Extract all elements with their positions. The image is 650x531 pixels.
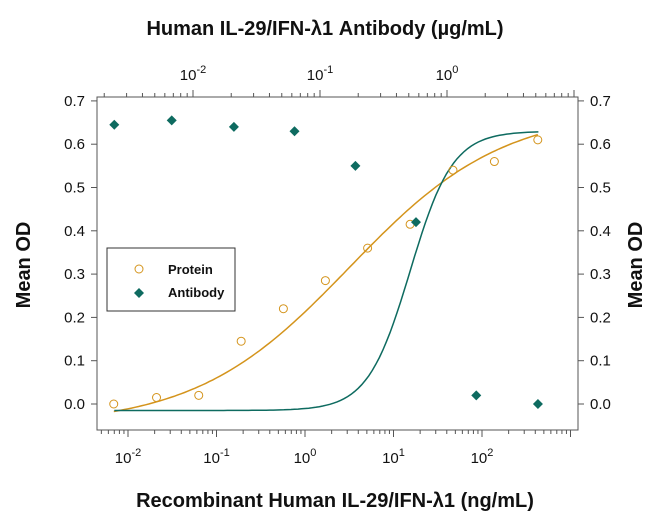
- y-tick-label-right: 0.5: [590, 180, 611, 197]
- protein-point: [320, 276, 330, 286]
- antibody-point: [228, 121, 239, 132]
- y-axis-label: Mean OD: [13, 222, 35, 309]
- legend: Protein Antibody: [106, 247, 236, 312]
- y-tick-label-right: 0.6: [590, 136, 611, 153]
- y-tick-label-left: 0.5: [64, 180, 85, 197]
- x-tick-label-bottom: 100: [294, 447, 317, 467]
- x-tick-label-top: 10-1: [307, 64, 333, 84]
- plot-frame: [96, 96, 579, 431]
- y-tick-label-left: 0.3: [64, 266, 85, 283]
- protein-point: [363, 243, 373, 253]
- y-tick-label-left: 0.2: [64, 309, 85, 326]
- antibody-point: [532, 399, 543, 409]
- antibody-point: [410, 217, 421, 228]
- y-tick-label-right: 0.7: [590, 93, 611, 110]
- y-tick-label-left: 0.1: [64, 353, 85, 370]
- antibody-point: [109, 119, 120, 130]
- y-tick-label-left: 0.6: [64, 136, 85, 153]
- x-tick-label-top: 100: [436, 64, 459, 84]
- antibody-point: [350, 160, 361, 171]
- antibody-point: [289, 126, 300, 137]
- legend-label-antibody: Antibody: [168, 285, 225, 300]
- legend-marker-antibody: [134, 288, 144, 298]
- y-tick-label-right: 0.2: [590, 309, 611, 326]
- antibody-point: [471, 390, 482, 401]
- y-tick-label-right: 0.4: [590, 223, 611, 240]
- x-tick-label-bottom: 102: [471, 447, 494, 467]
- protein-point: [533, 135, 543, 145]
- protein-point: [152, 393, 162, 403]
- x-tick-label-bottom: 10-2: [115, 447, 141, 467]
- y-tick-label-right: 0.0: [590, 396, 611, 413]
- x-axis-label: Recombinant Human IL-29/IFN-λ1 (ng/mL): [136, 490, 534, 512]
- chart-title: Human IL-29/IFN-λ1 Antibody (µg/mL): [146, 18, 503, 40]
- protein-point: [278, 304, 288, 314]
- protein-point: [194, 390, 204, 400]
- legend-label-protein: Protein: [168, 262, 213, 277]
- x-tick-label-bottom: 101: [382, 447, 405, 467]
- x-tick-label-bottom: 10-1: [203, 447, 229, 467]
- antibody-point: [166, 115, 177, 126]
- y-tick-label-left: 0.0: [64, 396, 85, 413]
- y-tick-label-right: 0.1: [590, 353, 611, 370]
- y-tick-label-right: 0.3: [590, 266, 611, 283]
- protein-point: [448, 165, 458, 175]
- y-tick-label-left: 0.4: [64, 223, 85, 240]
- antibody-fit-curve: [114, 131, 539, 412]
- protein-fit-curve: [113, 133, 539, 413]
- x-tick-label-top: 10-2: [180, 64, 206, 84]
- protein-point: [489, 157, 499, 167]
- legend-marker-protein: [134, 264, 144, 274]
- protein-point: [236, 336, 246, 346]
- legend-box: [106, 247, 236, 312]
- protein-point: [109, 399, 119, 409]
- y-axis-label-right: Mean OD: [625, 222, 647, 309]
- y-tick-label-left: 0.7: [64, 93, 85, 110]
